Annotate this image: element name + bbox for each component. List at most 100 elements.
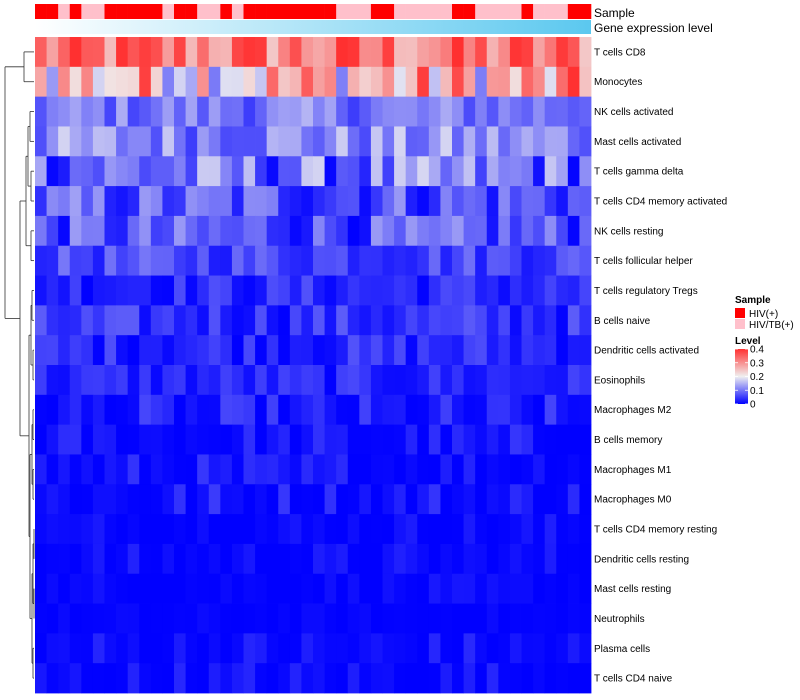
heatmap-cell <box>579 603 592 634</box>
heatmap-cell <box>417 424 430 455</box>
sample-annotation-cell <box>139 4 152 19</box>
heatmap-cell <box>544 96 557 127</box>
heatmap-cell <box>440 156 453 187</box>
heatmap-cell <box>475 37 488 68</box>
heatmap-cell <box>162 275 175 306</box>
heatmap-cell <box>150 245 163 276</box>
heatmap-cell <box>417 245 430 276</box>
heatmap-cell <box>336 573 349 604</box>
heatmap-cell <box>58 245 71 276</box>
heatmap-cell <box>197 394 210 426</box>
sample-annotation-cell <box>440 4 453 19</box>
heatmap-cell <box>46 215 59 247</box>
heatmap-cell <box>579 275 592 306</box>
heatmap-cell <box>452 603 464 634</box>
heatmap-cell <box>139 126 152 157</box>
heatmap-cell <box>116 96 129 127</box>
heatmap-cell <box>359 454 372 485</box>
heatmap-cell <box>556 126 569 157</box>
heatmap-cell <box>359 275 372 306</box>
heatmap-cell <box>382 335 395 366</box>
heatmap-cell <box>394 484 407 515</box>
heatmap-cell <box>116 454 129 485</box>
heatmap-cell <box>382 484 395 515</box>
heatmap-cell <box>463 275 476 306</box>
heatmap-cell <box>220 484 233 515</box>
heatmap-cell <box>174 126 186 157</box>
expression-annotation-label: Gene expression level <box>594 21 713 35</box>
heatmap-cell <box>463 96 476 127</box>
heatmap-cell <box>533 37 546 68</box>
sample-annotation-cell <box>81 4 94 19</box>
heatmap-cell <box>567 126 580 157</box>
heatmap-cell <box>475 424 488 455</box>
heatmap-cell <box>243 305 256 336</box>
heatmap-cell <box>347 603 360 634</box>
heatmap-cell <box>46 37 59 68</box>
heatmap-cell <box>289 156 302 187</box>
heatmap-cell <box>486 543 499 575</box>
heatmap-cell <box>92 543 105 575</box>
heatmap-cell <box>92 394 105 426</box>
heatmap-cell <box>69 215 82 247</box>
heatmap-cell <box>162 454 175 485</box>
heatmap-cell <box>139 603 152 634</box>
heatmap-cell <box>220 603 233 634</box>
heatmap-cell <box>428 484 441 515</box>
heatmap-cell <box>452 126 464 157</box>
heatmap-cell <box>208 484 221 515</box>
heatmap-cell <box>116 335 129 366</box>
heatmap-cell <box>440 573 453 604</box>
heatmap-cell <box>220 156 233 187</box>
heatmap-cell <box>81 305 94 336</box>
heatmap-cell <box>266 543 279 575</box>
heatmap-cell <box>463 633 476 664</box>
heatmap-cell <box>324 484 337 515</box>
heatmap-cell <box>46 603 59 634</box>
heatmap-cell <box>139 66 152 98</box>
heatmap-cell <box>475 454 488 485</box>
heatmap-cell <box>255 514 268 545</box>
sample-annotation-cell <box>521 4 534 19</box>
heatmap-cell <box>185 484 198 515</box>
heatmap-cell <box>46 335 59 366</box>
heatmap-cell <box>139 186 152 217</box>
heatmap-cell <box>567 603 580 634</box>
heatmap-cell <box>278 275 291 306</box>
heatmap-cell <box>347 543 360 575</box>
heatmap-cell <box>313 514 325 545</box>
heatmap-cell <box>197 365 210 396</box>
heatmap-cell <box>324 454 337 485</box>
heatmap-cell <box>370 305 383 336</box>
heatmap-cell <box>255 424 268 455</box>
heatmap-cell <box>104 156 117 187</box>
heatmap-cell <box>255 484 268 515</box>
heatmap-cell <box>301 514 314 545</box>
heatmap-cell <box>498 514 511 545</box>
heatmap-cell <box>475 514 488 545</box>
heatmap-cell <box>231 66 244 98</box>
heatmap-cell <box>324 573 337 604</box>
heatmap-cell <box>556 156 569 187</box>
heatmap-cell <box>463 126 476 157</box>
sample-annotation-cell <box>533 4 545 19</box>
heatmap-cell <box>370 454 383 485</box>
heatmap-cell <box>208 305 221 336</box>
heatmap-cell <box>382 365 395 396</box>
heatmap-cell <box>35 484 47 515</box>
heatmap-cell <box>127 424 140 455</box>
row-label: T cells CD4 naive <box>594 674 673 685</box>
heatmap-cell <box>208 96 221 127</box>
heatmap-cell <box>533 66 546 98</box>
heatmap-cell <box>382 275 395 306</box>
heatmap-cell <box>556 186 569 217</box>
heatmap-cell <box>544 394 557 426</box>
heatmap-cell <box>301 543 314 575</box>
heatmap-cell <box>498 96 511 127</box>
heatmap-cell <box>509 186 522 217</box>
heatmap-cell <box>544 365 557 396</box>
heatmap-cell <box>220 215 233 247</box>
heatmap-cell <box>255 454 268 485</box>
heatmap-cell <box>347 365 360 396</box>
heatmap-cell <box>301 37 314 68</box>
